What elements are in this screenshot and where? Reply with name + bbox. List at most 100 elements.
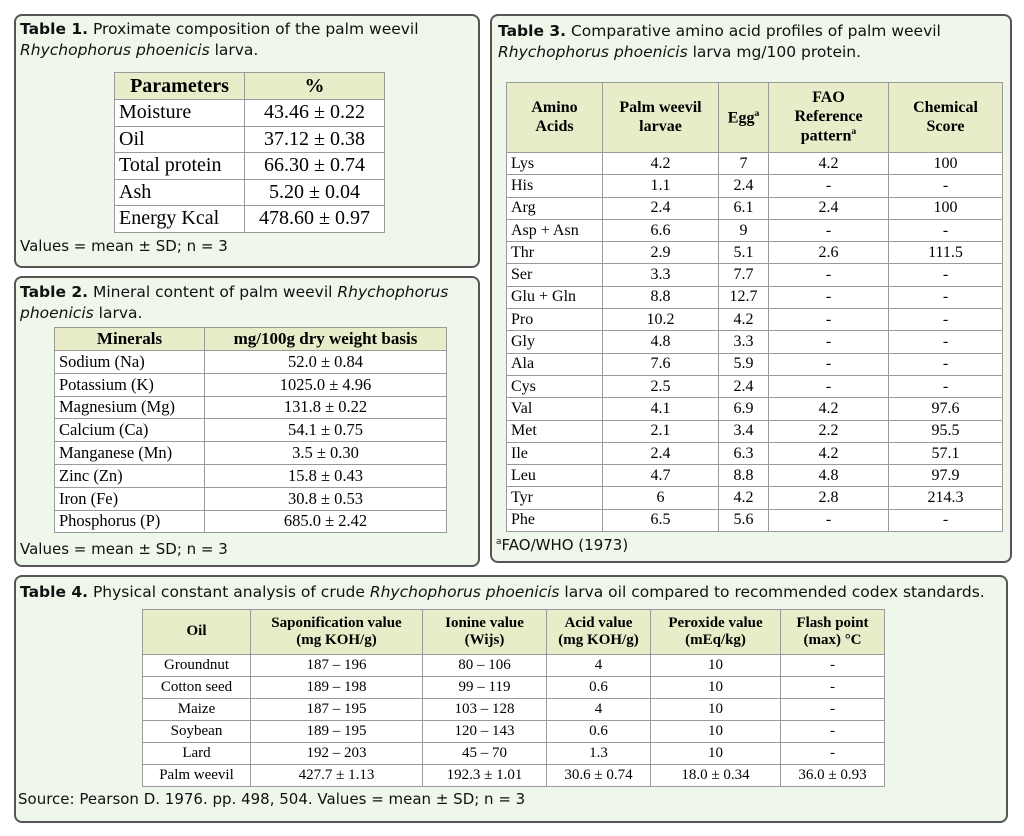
table-cell: Palm weevil bbox=[142, 764, 251, 787]
data-table: Amino Acids Palm weevil larvae Egga FAO Refere… bbox=[506, 82, 1003, 533]
table-cell: 52.0 ± 0.84 bbox=[204, 350, 447, 374]
table-cell: 54.1 ± 0.75 bbox=[204, 418, 447, 443]
header-text: Chemical bbox=[913, 99, 978, 117]
table-cell: - bbox=[888, 374, 1003, 399]
note-text: Values = mean ± SD; n = 3 bbox=[20, 237, 228, 255]
table-cell: 192 – 203 bbox=[250, 742, 423, 765]
table-row: Zinc (Zn) 15.8 ± 0.43 bbox=[54, 463, 447, 488]
table-cell: Soybean bbox=[142, 720, 251, 743]
data-table: Oil Saponification value (mg KOH/g) Ionine … bbox=[142, 609, 885, 787]
table-cell: 9 bbox=[718, 218, 769, 243]
table-cell: 192.3 ± 1.01 bbox=[422, 764, 547, 787]
table-cell: - bbox=[888, 285, 1003, 310]
table-row: Potassium (K) 1025.0 ± 4.96 bbox=[54, 372, 447, 397]
table-cell: 2.4 bbox=[768, 196, 889, 220]
table-cell: 4.2 bbox=[768, 441, 889, 466]
table-cell: Potassium (K) bbox=[54, 372, 205, 397]
table-row: Magnesium (Mg) 131.8 ± 0.22 bbox=[54, 395, 447, 420]
data-table: Parameters% Moisture 43.46 ± 0.22 Oil 37.12 … bbox=[114, 72, 385, 233]
table-row: Iron (Fe) 30.8 ± 0.53 bbox=[54, 486, 447, 511]
table-note: Source: Pearson D. 1976. pp. 498, 504. V… bbox=[18, 790, 525, 808]
table-cell: 4.2 bbox=[718, 486, 769, 510]
table-cell: Thr bbox=[506, 241, 603, 265]
table-cell: - bbox=[768, 352, 889, 376]
table-cell: Arg bbox=[506, 196, 603, 220]
header-text: Ionine value bbox=[445, 614, 524, 631]
table-row: Energy Kcal 478.60 ± 0.97 bbox=[114, 205, 385, 233]
table-row: Cys 2.5 2.4- - bbox=[506, 374, 1003, 399]
caption: Table 1. Proximate composition of the pa… bbox=[20, 19, 475, 61]
table-cell: 30.8 ± 0.53 bbox=[204, 486, 447, 511]
caption-text: Rhychophorus phoenicis bbox=[498, 43, 688, 61]
table-row: Met 2.1 3.4 2.2 95.5 bbox=[506, 419, 1003, 443]
table-cell: Ash bbox=[114, 178, 245, 206]
table-cell: - bbox=[888, 308, 1003, 332]
table-cell: 1.1 bbox=[602, 174, 719, 198]
table-cell: Glu + Gln bbox=[506, 285, 603, 310]
header-text: Amino bbox=[531, 99, 578, 117]
table-cell: 80 – 106 bbox=[422, 654, 547, 677]
table-cell: 685.0 ± 2.42 bbox=[204, 509, 447, 534]
header-text: FAO bbox=[812, 89, 845, 107]
caption-label: Table 1. bbox=[20, 20, 89, 38]
table-cell: 4.8 bbox=[768, 464, 889, 488]
header-cell: Minerals bbox=[54, 327, 205, 351]
table-cell: 103 – 128 bbox=[422, 698, 547, 721]
table-cell: - bbox=[780, 698, 885, 721]
table-cell: 214.3 bbox=[888, 486, 1003, 510]
table-cell: - bbox=[768, 374, 889, 399]
table-cell: 10.2 bbox=[602, 308, 719, 332]
table-row: Phe 6.5 5.6- - bbox=[506, 508, 1003, 533]
header-text: (mEq/kg) bbox=[685, 632, 746, 648]
table-cell: - bbox=[768, 330, 889, 354]
table-row: Soybean 189 – 195 120 – 143 0.6 10- bbox=[142, 720, 885, 743]
table-cell: 4.1 bbox=[602, 397, 719, 421]
table-cell: - bbox=[768, 263, 889, 287]
table-cell: 99 – 119 bbox=[422, 676, 547, 699]
table-cell: Met bbox=[506, 419, 603, 443]
table-cell: 189 – 198 bbox=[250, 676, 423, 699]
table-cell: 18.0 ± 0.34 bbox=[650, 764, 781, 787]
table-row: Tyr 6 4.2 2.8 214.3 bbox=[506, 486, 1003, 510]
table-cell: Ile bbox=[506, 441, 603, 466]
caption-label: Table 2. bbox=[20, 283, 89, 301]
caption-text: Mineral content of palm weevil bbox=[88, 283, 338, 301]
table-cell: - bbox=[888, 174, 1003, 198]
table-cell: 7.6 bbox=[602, 352, 719, 376]
table-cell: Energy Kcal bbox=[114, 205, 245, 233]
table-cell: 478.60 ± 0.97 bbox=[244, 205, 385, 233]
table-row: Total protein 66.30 ± 0.74 bbox=[114, 152, 385, 180]
header-cell: Acid value (mg KOH/g) bbox=[546, 609, 651, 655]
table-cell: 4.7 bbox=[602, 464, 719, 488]
header-row: Minerals mg/100g dry weight basis bbox=[54, 327, 447, 351]
header-text: mg/100g dry weight basis bbox=[233, 329, 418, 349]
header-cell: Egga bbox=[718, 82, 769, 153]
table-cell: 10 bbox=[650, 654, 781, 677]
table-cell: 30.6 ± 0.74 bbox=[546, 764, 651, 787]
table-cell: 8.8 bbox=[602, 285, 719, 310]
table-cell: - bbox=[768, 308, 889, 332]
header-cell: % bbox=[244, 72, 385, 100]
table-cell: Pro bbox=[506, 308, 603, 332]
caption-text: larva oil compared to recommended codex … bbox=[559, 583, 985, 601]
table-cell: His bbox=[506, 174, 603, 198]
table-cell: 37.12 ± 0.38 bbox=[244, 125, 385, 153]
table-cell: Groundnut bbox=[142, 654, 251, 677]
table-cell: 4.8 bbox=[602, 330, 719, 354]
header-cell: Ionine value (Wijs) bbox=[422, 609, 547, 655]
table-cell: Lard bbox=[142, 742, 251, 765]
table-row: Pro 10.2 4.2- - bbox=[506, 308, 1003, 332]
table-cell: 3.5 ± 0.30 bbox=[204, 441, 447, 465]
table-cell: 0.6 bbox=[546, 720, 651, 743]
table-cell: - bbox=[780, 654, 885, 677]
table-row: Ser 3.3 7.7- - bbox=[506, 263, 1003, 287]
table-cell: Iron (Fe) bbox=[54, 486, 205, 511]
table-cell: 2.4 bbox=[602, 441, 719, 466]
table-cell: 7 bbox=[718, 151, 769, 176]
table-cell: 36.0 ± 0.93 bbox=[780, 764, 885, 787]
table-cell: 189 – 195 bbox=[250, 720, 423, 743]
data-table: Minerals mg/100g dry weight basis Sodium (… bbox=[54, 327, 447, 534]
table-cell: 100 bbox=[888, 196, 1003, 220]
table-cell: 10 bbox=[650, 742, 781, 765]
header-text: Egg bbox=[727, 108, 755, 126]
